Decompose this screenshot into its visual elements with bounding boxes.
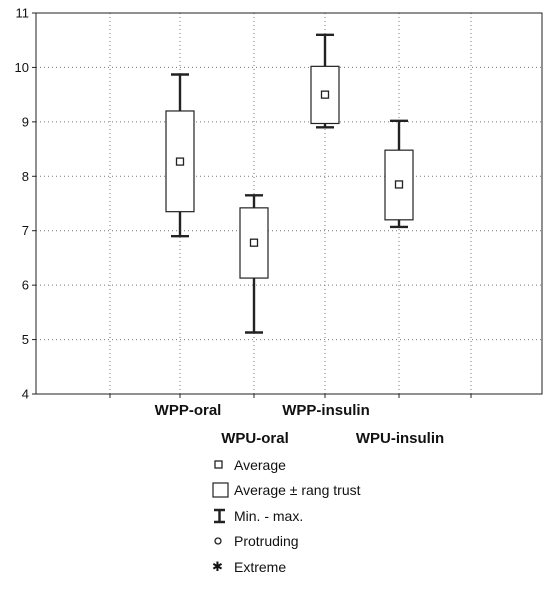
category-label: WPU-insulin [356, 430, 444, 447]
y-tick-label: 7 [22, 223, 29, 238]
legend-item-box: Average ± rang trust [212, 478, 361, 504]
average-marker [394, 180, 404, 189]
y-tick-label: 8 [22, 169, 29, 184]
y-tick-label: 4 [22, 387, 29, 402]
average-marker [175, 157, 185, 166]
legend-label-average: Average [234, 456, 286, 473]
x-axis-category-labels: WPP-oral WPU-oral WPP-insulin WPU-insulin [155, 402, 445, 447]
average-marker [249, 238, 259, 247]
legend-item-protruding: Protruding [212, 529, 361, 555]
y-tick-label: 9 [22, 114, 29, 129]
y-tick-label: 6 [22, 278, 29, 293]
y-axis-ticks: 4 5 6 7 8 9 10 11 [15, 6, 472, 402]
legend-label-min-max: Min. - max. [234, 507, 304, 524]
legend-item-extreme: ✱ Extreme [212, 554, 361, 580]
legend-item-min-max: Min. - max. [212, 503, 361, 529]
star-icon: ✱ [212, 558, 223, 574]
category-label: WPP-oral [155, 402, 222, 419]
legend-label-box: Average ± rang trust [234, 482, 361, 499]
y-tick-label: 5 [22, 332, 29, 347]
legend-label-protruding: Protruding [234, 533, 299, 550]
box-wpp-oral [165, 73, 195, 238]
box-wpp-insulin [310, 33, 340, 129]
box-wpu-insulin [384, 119, 414, 229]
legend-label-extreme: Extreme [234, 558, 287, 575]
box-wpu-oral [239, 194, 269, 334]
boxes [165, 33, 414, 334]
circle-icon [212, 534, 234, 548]
box-icon [212, 482, 234, 498]
whisker-icon [212, 508, 234, 524]
category-label: WPP-insulin [282, 402, 370, 419]
grid [36, 13, 542, 394]
y-tick-label: 11 [16, 6, 30, 21]
category-label: WPU-oral [221, 430, 289, 447]
square-marker-icon [212, 458, 234, 472]
average-marker [320, 90, 330, 99]
plot-frame [35, 12, 543, 395]
legend: Average Average ± rang trust Min. - max.… [212, 452, 361, 580]
legend-item-average: Average [212, 452, 361, 478]
y-tick-label: 10 [15, 60, 29, 75]
